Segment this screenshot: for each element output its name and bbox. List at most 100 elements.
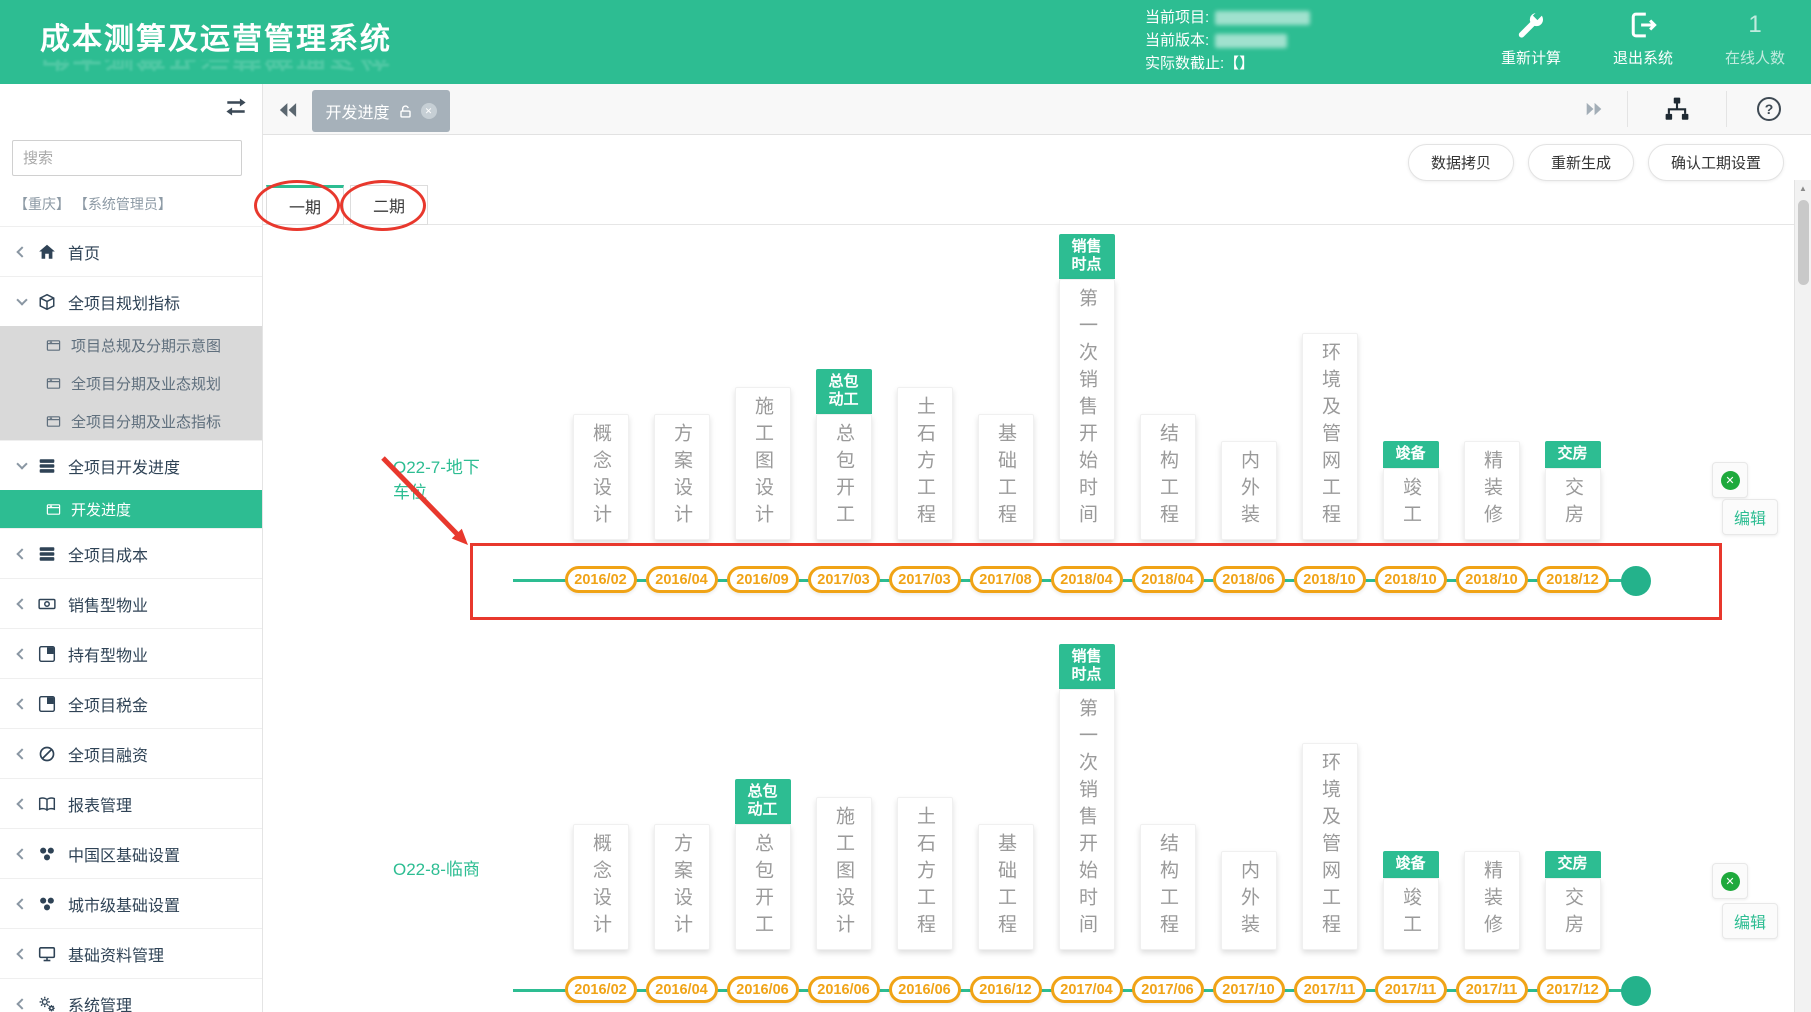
unlock-icon[interactable] (398, 104, 413, 119)
milestone-slot: 施工图设计 (722, 387, 803, 540)
date-slot: 2018/10 (1370, 566, 1451, 593)
swap-icon[interactable] (224, 95, 248, 119)
milestone-card: 土石方工程 (896, 387, 953, 540)
sidebar-item-首页[interactable]: 首页 (0, 226, 262, 276)
sidebar-subitem-label: 全项目分期及业态指标 (71, 413, 222, 431)
date-pill: 2017/11 (1455, 976, 1528, 1003)
row-close-button[interactable]: ✕ (1712, 462, 1748, 498)
project-label: O22-8-临商 (393, 860, 480, 879)
milestone-slot: 环境及管网工程 (1289, 333, 1370, 540)
help-icon[interactable]: ? (1757, 97, 1781, 121)
date-slot: 2016/06 (722, 976, 803, 1003)
close-icon: ✕ (1720, 871, 1740, 891)
date-slot: 2017/10 (1208, 976, 1289, 1003)
tab-phase-1[interactable]: 一期 (266, 185, 344, 225)
regenerate-button[interactable]: 重新生成 (1527, 144, 1634, 181)
milestone-slot: 基础工程 (965, 414, 1046, 540)
sidebar-item-label: 报表管理 (68, 797, 133, 815)
date-pill: 2017/03 (888, 566, 961, 593)
sitemap-icon[interactable] (1664, 96, 1690, 122)
date-slot: 2018/06 (1208, 566, 1289, 593)
sidebar-item-全项目分期及业态规划[interactable]: 全项目分期及业态规划 (0, 364, 262, 402)
milestone-label: 方案设计 (671, 833, 692, 941)
sidebar-item-全项目开发进度[interactable]: 全项目开发进度 (0, 440, 262, 490)
sidebar-item-销售型物业[interactable]: 销售型物业 (0, 578, 262, 628)
sidebar-item-label: 全项目开发进度 (68, 459, 181, 477)
scrollbar-up-arrow[interactable]: ▲ (1799, 184, 1807, 193)
sidebar-item-全项目规划指标[interactable]: 全项目规划指标 (0, 276, 262, 326)
close-icon[interactable]: ✕ (420, 103, 437, 119)
date-pill: 2016/09 (726, 566, 799, 593)
sidebar-item-label: 全项目规划指标 (68, 295, 181, 313)
milestone-slot: 方案设计 (641, 824, 722, 950)
sidebar-item-label: 城市级基础设置 (68, 897, 181, 915)
window-icon (46, 376, 61, 391)
milestone-slot: 精装修 (1451, 851, 1532, 950)
milestone-slot: 交房 交房 (1532, 441, 1613, 540)
milestone-slot: 精装修 (1451, 441, 1532, 540)
date-slot: 2017/03 (884, 566, 965, 593)
milestone-label: 内外装 (1238, 860, 1259, 941)
sidebar-item-系统管理[interactable]: 系统管理 (0, 978, 262, 1012)
data-copy-button[interactable]: 数据拷贝 (1407, 144, 1514, 181)
chevron-left-icon (16, 847, 28, 860)
vertical-scrollbar[interactable]: ▲ (1794, 180, 1811, 1012)
sidebar-item-全项目税金[interactable]: 全项目税金 (0, 678, 262, 728)
row-edit-button[interactable]: 编辑 (1722, 499, 1778, 535)
milestone-slot: 竣备 竣工 (1370, 441, 1451, 540)
sidebar-item-城市级基础设置[interactable]: 城市级基础设置 (0, 878, 262, 928)
sidebar-subitem-label: 开发进度 (71, 501, 132, 519)
milestone-slot: 环境及管网工程 (1289, 743, 1370, 950)
sidebar-item-全项目成本[interactable]: 全项目成本 (0, 528, 262, 578)
tabs-scroll-right-button[interactable] (1585, 100, 1603, 118)
sidebar-item-项目总规及分期示意图[interactable]: 项目总规及分期示意图 (0, 326, 262, 364)
milestone-card: 竣工 (1382, 468, 1439, 540)
quadrant-icon (38, 695, 56, 713)
row-edit-button[interactable]: 编辑 (1722, 903, 1778, 939)
sidebar-item-报表管理[interactable]: 报表管理 (0, 778, 262, 828)
date-pill: 2017/11 (1374, 976, 1447, 1003)
milestone-card: 交房 (1544, 468, 1601, 540)
tabbar-right-tools: ? (1561, 84, 1811, 134)
sidebar-item-label: 系统管理 (68, 997, 133, 1012)
scrollbar-thumb[interactable] (1798, 200, 1809, 285)
sidebar-item-中国区基础设置[interactable]: 中国区基础设置 (0, 828, 262, 878)
sidebar-submenu: 开发进度 (0, 490, 262, 528)
circle-slash-icon (38, 745, 56, 763)
window-icon (46, 502, 61, 517)
sidebar-item-基础资料管理[interactable]: 基础资料管理 (0, 928, 262, 978)
sidebar-menu: 首页 全项目规划指标 项目总规及分期示意图 全项目分期及业态规划 全项目分期及业态指标全… (0, 226, 262, 1012)
sidebar: 【重庆】 【系统管理员】 首页全项目规划指标项目总规及分期示意图全项目分期及业态… (0, 84, 263, 1012)
recalculate-button[interactable]: 重新计算 (1501, 10, 1561, 68)
sidebar-item-全项目分期及业态指标[interactable]: 全项目分期及业态指标 (0, 402, 262, 440)
date-slot: 2017/11 (1451, 976, 1532, 1003)
document-tab-active[interactable]: 开发进度 ✕ (312, 90, 450, 132)
milestone-label: 竣工 (1400, 887, 1421, 941)
milestone-card: 施工图设计 (815, 797, 872, 950)
quadrant-icon (38, 645, 56, 663)
sidebar-item-全项目融资[interactable]: 全项目融资 (0, 728, 262, 778)
sidebar-item-持有型物业[interactable]: 持有型物业 (0, 628, 262, 678)
milestone-slot: 概念设计 (560, 824, 641, 950)
exit-system-button[interactable]: 退出系统 (1613, 10, 1673, 68)
milestone-badge-label: 交房 (1557, 445, 1588, 463)
milestone-card: 基础工程 (977, 824, 1034, 950)
date-pill: 2017/11 (1293, 976, 1366, 1003)
tab-phase-2[interactable]: 二期 (350, 185, 428, 225)
milestone-label: 交房 (1562, 477, 1583, 531)
milestone-label: 施工图设计 (833, 806, 854, 941)
milestone-card: 交房 (1544, 878, 1601, 950)
user-context: 【重庆】 【系统管理员】 (14, 196, 172, 212)
milestone-card: 第一次销售开始时间 (1058, 279, 1115, 540)
milestone-label: 交房 (1562, 887, 1583, 941)
milestone-card: 内外装 (1220, 441, 1277, 540)
search-input[interactable] (12, 140, 242, 176)
sidebar-item-开发进度[interactable]: 开发进度 (0, 490, 262, 528)
milestone-slot: 销售时点 第一次销售开始时间 (1046, 643, 1127, 950)
row-close-button[interactable]: ✕ (1712, 863, 1748, 899)
milestone-card: 结构工程 (1139, 824, 1196, 950)
sidebar-item-label: 销售型物业 (68, 597, 149, 615)
confirm-schedule-button[interactable]: 确认工期设置 (1647, 144, 1784, 181)
milestone-label: 概念设计 (590, 423, 611, 531)
tabs-scroll-left-button[interactable] (278, 100, 298, 120)
